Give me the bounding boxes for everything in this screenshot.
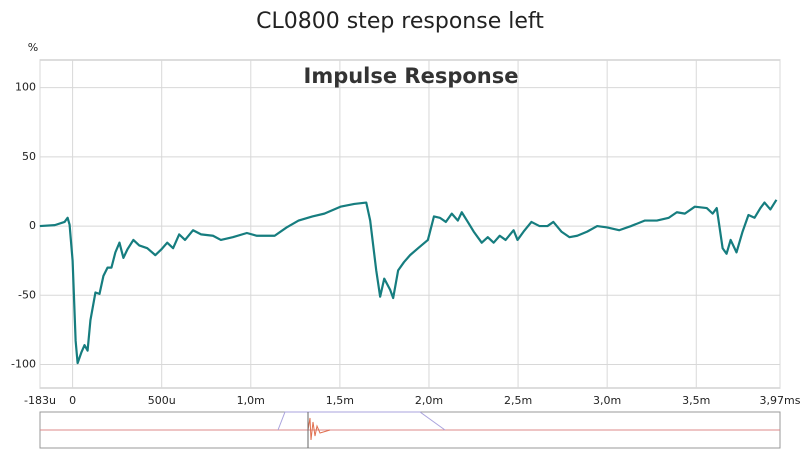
x-tick-label: -183u xyxy=(24,394,56,407)
grid: 100 50 0 -50 -100 -183u 0 500u 1,0m 1,5m 2,0m 2,5m 3… xyxy=(11,60,800,407)
x-tick-label: 2,0m xyxy=(415,394,443,407)
y-tick-label: 0 xyxy=(29,219,36,232)
overview xyxy=(39,411,781,449)
series-line xyxy=(39,199,778,365)
overview-window xyxy=(277,411,446,431)
x-tick-label: 1,5m xyxy=(326,394,354,407)
x-tick-label: 3,5m xyxy=(682,394,710,407)
x-tick-label: 1,0m xyxy=(237,394,265,407)
plot-subtitle: Impulse Response xyxy=(304,64,519,88)
x-tick-label: 0 xyxy=(69,394,76,407)
y-tick-label: 50 xyxy=(22,150,36,163)
plot-frame xyxy=(39,59,781,389)
chart-title: CL0800 step response left xyxy=(256,9,544,34)
x-tick-label: 500u xyxy=(148,394,176,407)
x-tick-label: 2,5m xyxy=(504,394,532,407)
y-tick-label: -100 xyxy=(11,357,36,370)
overview-spike xyxy=(307,417,331,441)
y-tick-label: -50 xyxy=(18,288,36,301)
y-axis-label: % xyxy=(28,41,38,54)
x-tick-label: 3,0m xyxy=(593,394,621,407)
marks xyxy=(39,199,778,365)
x-tick-label: 3,97ms xyxy=(760,394,800,407)
y-tick-label: 100 xyxy=(15,81,36,94)
